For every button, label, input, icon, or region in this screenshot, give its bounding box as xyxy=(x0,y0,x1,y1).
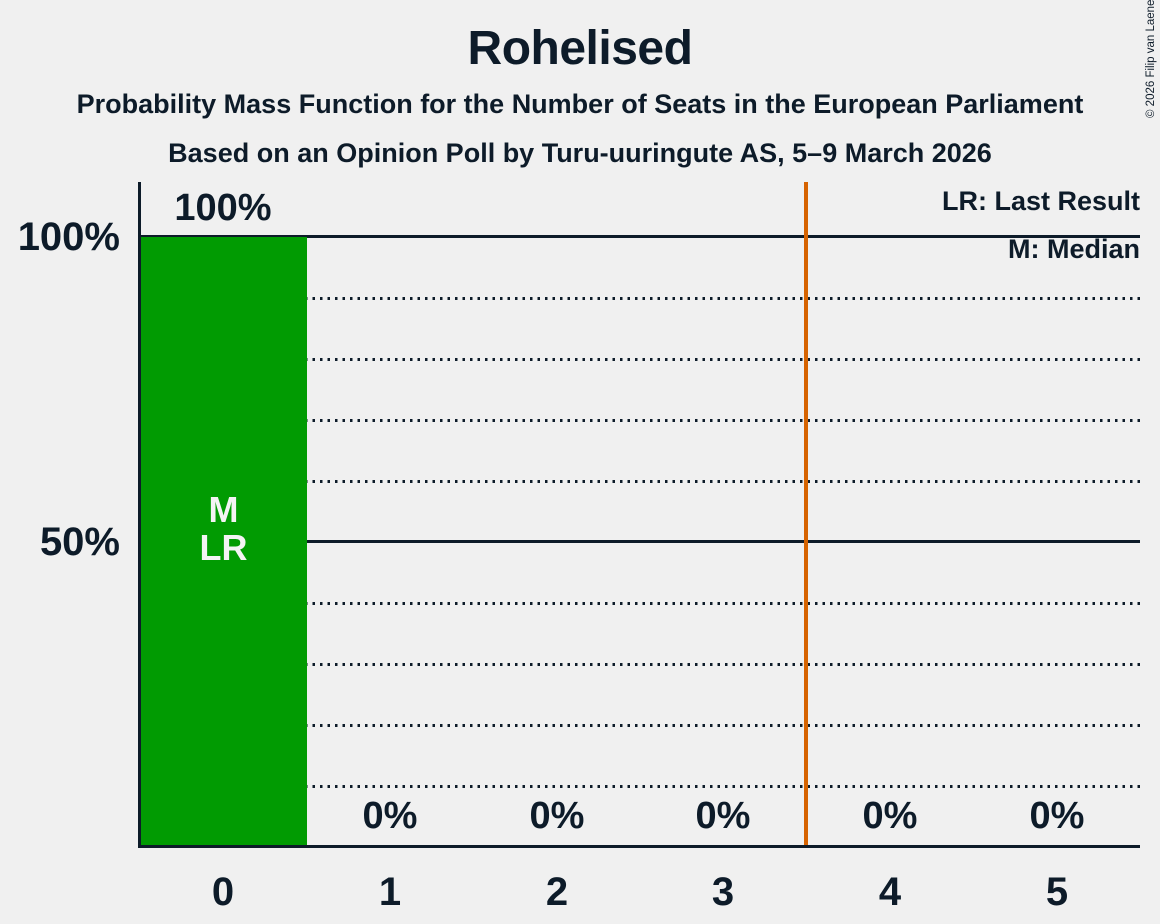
x-tick-3: 3 xyxy=(711,870,735,914)
y-axis-line xyxy=(138,182,141,848)
y-tick-100: 100% xyxy=(17,215,120,259)
value-label-seats-0: 100% xyxy=(174,187,272,229)
last-result-marker-label: LR xyxy=(199,527,248,568)
chart-title: Rohelised xyxy=(467,22,693,75)
gridline-80pct xyxy=(140,358,1140,361)
value-label-seats-3: 0% xyxy=(695,795,751,837)
value-label-seats-1: 0% xyxy=(362,795,418,837)
x-tick-4: 4 xyxy=(878,870,902,914)
value-label-seats-4: 0% xyxy=(862,795,918,837)
gridline-10pct xyxy=(140,785,1140,788)
legend-last-result: LR: Last Result xyxy=(941,186,1140,216)
copyright-notice: © 2026 Filip van Laenen xyxy=(1145,0,1157,118)
median-marker-label: M xyxy=(208,489,239,530)
value-label-seats-5: 0% xyxy=(1029,795,1085,837)
legend-median: M: Median xyxy=(1008,234,1140,264)
x-axis-line xyxy=(138,845,1140,848)
last-result-marker-line xyxy=(804,182,808,847)
gridline-60pct xyxy=(140,480,1140,483)
gridline-70pct xyxy=(140,419,1140,422)
chart-subtitle: Probability Mass Function for the Number… xyxy=(76,89,1084,119)
x-tick-5: 5 xyxy=(1045,870,1069,914)
chart-source-line: Based on an Opinion Poll by Turu-uuringu… xyxy=(168,138,992,168)
gridline-50pct xyxy=(140,540,1140,543)
gridline-20pct xyxy=(140,724,1140,727)
gridline-90pct xyxy=(140,297,1140,300)
x-tick-0: 0 xyxy=(211,870,235,914)
x-tick-2: 2 xyxy=(545,870,569,914)
gridline-100pct xyxy=(140,235,1140,238)
x-tick-1: 1 xyxy=(378,870,402,914)
bar-seats-0 xyxy=(140,237,307,847)
gridline-40pct xyxy=(140,602,1140,605)
gridline-30pct xyxy=(140,663,1140,666)
y-tick-50: 50% xyxy=(39,520,120,564)
value-label-seats-2: 0% xyxy=(529,795,585,837)
